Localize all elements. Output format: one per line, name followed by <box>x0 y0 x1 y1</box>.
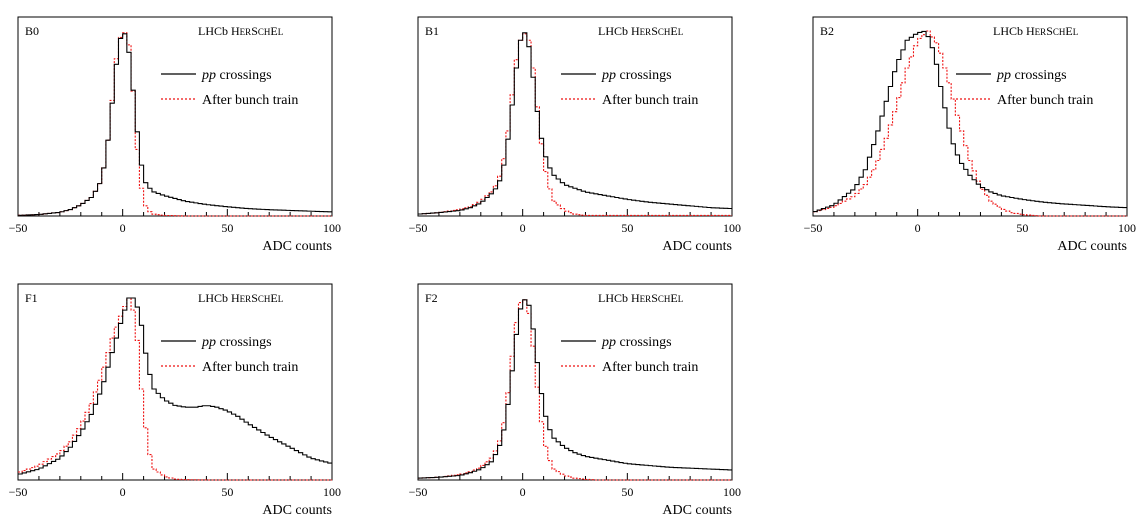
series-pp-crossings <box>813 30 1127 213</box>
x-tick-label: 50 <box>221 221 233 235</box>
x-axis-label: ADC counts <box>1057 239 1127 254</box>
legend-label-train: After bunch train <box>602 93 698 108</box>
x-tick-label: 100 <box>723 485 741 499</box>
x-axis-label: ADC counts <box>662 239 732 254</box>
chart-panel-f2: −50 0 50 100 ADC counts F2 LHCb HERSCHEL pp cro… <box>409 283 741 518</box>
panel-label: B1 <box>425 24 439 38</box>
experiment-label: LHCb HERSCHEL <box>198 24 283 38</box>
x-tick-label: −50 <box>409 485 428 499</box>
x-tick-label: −50 <box>9 485 28 499</box>
x-tick-label: 100 <box>723 221 741 235</box>
panel-label: B0 <box>25 24 39 38</box>
x-tick-label: −50 <box>804 221 823 235</box>
series-after-bunch-train <box>18 32 332 217</box>
series-pp-crossings <box>418 299 732 479</box>
experiment-label: LHCb HERSCHEL <box>993 24 1078 38</box>
legend-label-train: After bunch train <box>997 93 1093 108</box>
legend-label-pp: pp crossings <box>601 335 672 350</box>
series-after-bunch-train <box>18 297 332 481</box>
experiment-label: LHCb HERSCHEL <box>198 291 283 305</box>
legend-label-train: After bunch train <box>602 360 698 375</box>
experiment-label: LHCb HERSCHEL <box>598 291 683 305</box>
series-pp-crossings <box>18 33 332 216</box>
panel-label: F1 <box>25 291 38 305</box>
series-after-bunch-train <box>813 30 1127 217</box>
x-axis-label: ADC counts <box>262 503 332 518</box>
x-tick-label: 0 <box>520 485 526 499</box>
x-tick-label: 50 <box>621 485 633 499</box>
legend-label-train: After bunch train <box>202 360 298 375</box>
chart-panel-b0: −50 0 50 100 ADC counts B0 LHCb HERSCHEL pp cro… <box>9 16 341 254</box>
series-pp-crossings <box>18 297 332 475</box>
x-tick-label: 50 <box>221 485 233 499</box>
legend-label-pp: pp crossings <box>201 335 272 350</box>
x-axis-label: ADC counts <box>662 503 732 518</box>
x-tick-label: 100 <box>1118 221 1136 235</box>
plot-frame <box>417 16 733 217</box>
plot-frame <box>17 283 333 481</box>
chart-panel-b2: −50 0 50 100 ADC counts B2 LHCb HERSCHEL pp cro… <box>804 16 1136 254</box>
x-tick-label: 100 <box>323 221 341 235</box>
legend-label-pp: pp crossings <box>601 68 672 83</box>
x-tick-label: −50 <box>9 221 28 235</box>
series-pp-crossings <box>418 32 732 215</box>
plot-frame <box>17 16 333 217</box>
panel-label: B2 <box>820 24 834 38</box>
x-tick-label: 0 <box>520 221 526 235</box>
x-tick-label: 0 <box>120 221 126 235</box>
x-tick-label: 0 <box>915 221 921 235</box>
legend-label-pp: pp crossings <box>996 68 1067 83</box>
x-tick-label: 0 <box>120 485 126 499</box>
x-tick-label: 100 <box>323 485 341 499</box>
x-axis-label: ADC counts <box>262 239 332 254</box>
x-tick-label: −50 <box>409 221 428 235</box>
x-tick-label: 50 <box>1016 221 1028 235</box>
panel-label: F2 <box>425 291 438 305</box>
legend-label-pp: pp crossings <box>201 68 272 83</box>
plot-frame <box>417 283 733 481</box>
legend-label-train: After bunch train <box>202 93 298 108</box>
plot-frame <box>812 16 1128 217</box>
experiment-label: LHCb HERSCHEL <box>598 24 683 38</box>
x-tick-label: 50 <box>621 221 633 235</box>
chart-panel-b1: −50 0 50 100 ADC counts B1 LHCb HERSCHEL pp cro… <box>409 16 741 254</box>
chart-panel-f1: −50 0 50 100 ADC counts F1 LHCb HERSCHEL pp cro… <box>9 283 341 518</box>
